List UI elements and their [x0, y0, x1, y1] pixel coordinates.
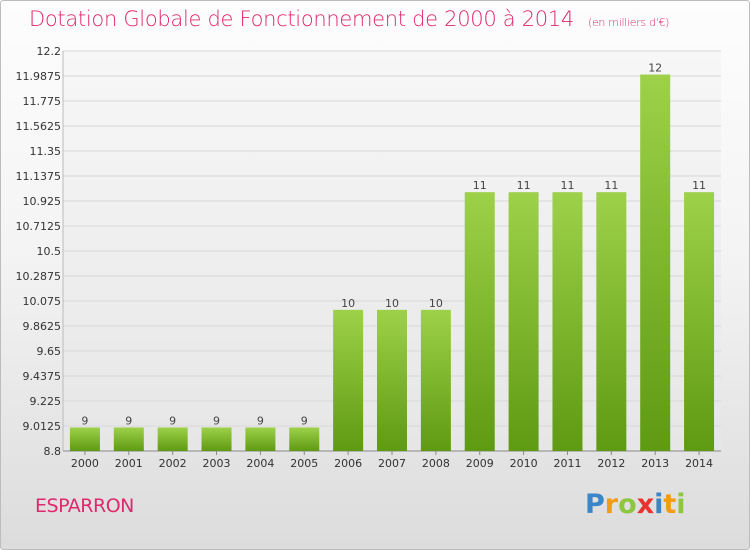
bar: [684, 192, 715, 452]
bar-value-label: 9: [169, 414, 176, 427]
bar-value-label: 9: [125, 414, 132, 427]
y-tick-label: 8.8: [44, 445, 62, 458]
bar-value-label: 11: [692, 179, 706, 192]
bar-value-label: 12: [648, 62, 662, 75]
y-tick-label: 9.8625: [23, 320, 62, 333]
x-tick-label: 2002: [159, 457, 187, 470]
y-tick-label: 9.65: [37, 345, 62, 358]
bar: [596, 192, 627, 452]
y-tick-label: 11.35: [30, 145, 62, 158]
y-axis-ticks: 8.8 9.0125 9.225 9.4375 9.65 9.8625 10.075 10.2…: [16, 45, 62, 458]
y-tick-label: 11.5625: [16, 120, 62, 133]
y-tick-label: 12.2: [37, 45, 62, 58]
commune-name: ESPARRON: [35, 495, 134, 517]
y-tick-label: 9.0125: [23, 420, 62, 433]
bar: [245, 427, 276, 451]
y-tick-label: 10.925: [23, 195, 62, 208]
bar: [333, 309, 364, 451]
bar-value-label: 9: [213, 414, 220, 427]
x-tick-label: 2007: [378, 457, 406, 470]
x-tick-label: 2001: [115, 457, 143, 470]
x-axis-ticks: 2000 2001 2002 2003 2004 2005 2006 2007 2008 2009…: [71, 451, 713, 470]
x-tick-label: 2005: [290, 457, 318, 470]
x-tick-label: 2003: [203, 457, 231, 470]
y-tick-label: 11.775: [23, 95, 62, 108]
bar: [289, 427, 320, 451]
chart-title: Dotation Globale de Fonctionnement de 20…: [29, 7, 669, 31]
bar: [69, 427, 100, 451]
chart-subtitle: (en milliers d'€): [587, 16, 670, 29]
bar-value-label: 9: [301, 414, 308, 427]
x-tick-label: 2010: [510, 457, 538, 470]
y-tick-label: 11.9875: [16, 70, 62, 83]
y-tick-label: 10.5: [37, 245, 62, 258]
y-tick-label: 10.075: [23, 295, 62, 308]
chart-title-text: Dotation Globale de Fonctionnement de 20…: [29, 7, 574, 31]
bar-value-label: 11: [473, 179, 487, 192]
bar: [113, 427, 144, 451]
x-tick-label: 2000: [71, 457, 99, 470]
x-tick-label: 2012: [597, 457, 625, 470]
bar: [420, 309, 451, 451]
x-tick-label: 2009: [466, 457, 494, 470]
bar-value-label: 9: [81, 414, 88, 427]
bar: [201, 427, 232, 451]
bar-value-label: 11: [517, 179, 531, 192]
proxiti-logo[interactable]: Proxiti: [585, 489, 686, 520]
x-tick-label: 2013: [641, 457, 669, 470]
bar: [552, 192, 583, 452]
bar-value-label: 11: [560, 179, 574, 192]
bar: [377, 309, 407, 451]
bar: [640, 74, 671, 451]
bars: 9 9 9 9 9 9 10 10 10 11 11 11 11 12 11: [69, 62, 715, 452]
y-tick-label: 10.7125: [16, 220, 62, 233]
bar-value-label: 11: [604, 179, 618, 192]
bar-value-label: 10: [385, 297, 399, 310]
bar-value-label: 10: [429, 297, 443, 310]
bar: [157, 427, 188, 451]
y-tick-label: 9.225: [30, 395, 62, 408]
x-tick-label: 2004: [246, 457, 274, 470]
y-tick-label: 11.1375: [16, 170, 62, 183]
bar: [464, 192, 495, 452]
bar-value-label: 10: [341, 297, 355, 310]
x-tick-label: 2008: [422, 457, 450, 470]
bar-value-label: 9: [257, 414, 264, 427]
y-tick-label: 10.2875: [16, 270, 62, 283]
bar: [508, 192, 539, 452]
x-tick-label: 2014: [685, 457, 713, 470]
x-tick-label: 2006: [334, 457, 362, 470]
x-tick-label: 2011: [553, 457, 581, 470]
y-tick-label: 9.4375: [23, 370, 62, 383]
